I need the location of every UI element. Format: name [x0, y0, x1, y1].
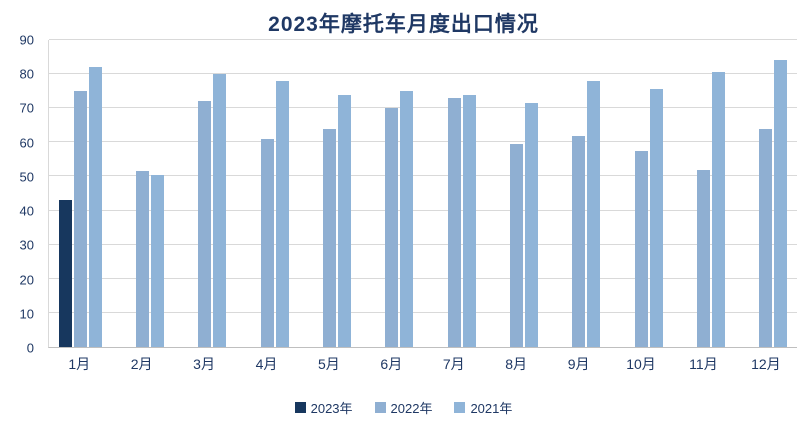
- y-tick-label: 90: [19, 32, 34, 48]
- bar-2022年: [135, 171, 149, 347]
- gridline: [49, 175, 797, 177]
- gridline: [49, 39, 797, 40]
- legend-swatch-icon: [294, 402, 306, 413]
- bar-group: [672, 40, 734, 347]
- bar-2022年: [572, 135, 586, 347]
- legend-label: 2022年: [390, 401, 433, 416]
- legend-item-2022年: 2022年: [374, 398, 433, 417]
- x-tick-label: 11月: [689, 356, 718, 372]
- legend-swatch-icon: [374, 402, 386, 413]
- gridline: [49, 243, 797, 245]
- y-tick-label: 10: [19, 306, 34, 322]
- bar-2022年: [73, 91, 87, 347]
- legend-item-2021年: 2021年: [454, 398, 512, 417]
- x-tick-label: 2月: [130, 356, 153, 372]
- bar-2021年: [587, 80, 601, 347]
- bar-group: [236, 40, 298, 347]
- y-tick-label: 70: [19, 100, 34, 116]
- plot-area: [48, 39, 797, 348]
- bar-2021年: [649, 89, 663, 347]
- bar-2022年: [634, 150, 648, 347]
- x-tick-label: 6月: [380, 356, 403, 372]
- x-tick-label: 3月: [193, 356, 215, 372]
- bar-group: [485, 40, 547, 347]
- bar-2021年: [774, 60, 788, 347]
- bar-2021年: [88, 67, 102, 347]
- x-axis: 1月 2月 3月 4月 5月 6月 7月 8月 9月 10月 11月 12月: [48, 354, 797, 374]
- bar-2022年: [696, 169, 710, 347]
- bar-2021年: [711, 72, 725, 347]
- gridline: [49, 73, 797, 75]
- y-axis: 0 10 20 30 40 50 60 70 80 90: [0, 33, 40, 356]
- bar-2021年: [213, 74, 227, 347]
- bar-2022年: [322, 128, 336, 347]
- bar-group: [361, 40, 423, 347]
- bar-groups: [49, 40, 797, 347]
- y-tick-label: 50: [19, 169, 34, 185]
- bar-2022年: [385, 108, 399, 347]
- legend-item-2023年: 2023年: [294, 398, 353, 417]
- bar-group: [610, 40, 672, 347]
- bar-2021年: [337, 94, 351, 347]
- bar-2022年: [447, 98, 461, 347]
- x-tick-label: 1月: [68, 356, 91, 372]
- x-tick-label: 7月: [442, 356, 465, 372]
- bar-group: [49, 40, 111, 347]
- gridline: [49, 107, 797, 109]
- bar-2022年: [759, 128, 773, 347]
- gridline: [49, 141, 797, 143]
- x-tick-label: 5月: [318, 356, 340, 372]
- bar-2022年: [509, 144, 523, 347]
- bar-group: [174, 40, 236, 347]
- y-tick-label: 60: [19, 135, 34, 151]
- bar-group: [548, 40, 610, 347]
- legend-label: 2023年: [310, 401, 353, 416]
- legend-swatch-icon: [454, 402, 466, 413]
- bar-2021年: [150, 174, 164, 347]
- y-tick-label: 30: [19, 237, 34, 253]
- y-tick-label: 0: [26, 340, 34, 356]
- gridline: [49, 311, 797, 313]
- x-tick-label: 8月: [505, 356, 528, 372]
- x-tick-label: 12月: [751, 356, 781, 372]
- chart-title: 2023年摩托车月度出口情况: [268, 13, 539, 36]
- y-tick-label: 80: [19, 66, 34, 82]
- gridline: [49, 277, 797, 279]
- bar-2022年: [260, 138, 274, 347]
- bar-2021年: [400, 91, 414, 347]
- x-tick-label: 10月: [626, 356, 656, 372]
- bar-2021年: [462, 94, 476, 347]
- gridline: [49, 209, 797, 211]
- y-tick-label: 20: [19, 272, 34, 288]
- bar-group: [111, 40, 173, 347]
- bar-2022年: [198, 101, 212, 347]
- bar-group: [735, 40, 797, 347]
- legend-label: 2021年: [470, 401, 513, 416]
- bar-2023年: [58, 200, 72, 347]
- bar-group: [298, 40, 360, 347]
- x-tick-label: 4月: [255, 356, 278, 372]
- x-tick-label: 9月: [567, 356, 590, 372]
- bar-group: [423, 40, 485, 347]
- bar-2021年: [524, 103, 538, 347]
- bar-2021年: [275, 80, 289, 347]
- y-tick-label: 40: [19, 203, 34, 219]
- legend: 2023年 2022年 2021年: [0, 398, 807, 417]
